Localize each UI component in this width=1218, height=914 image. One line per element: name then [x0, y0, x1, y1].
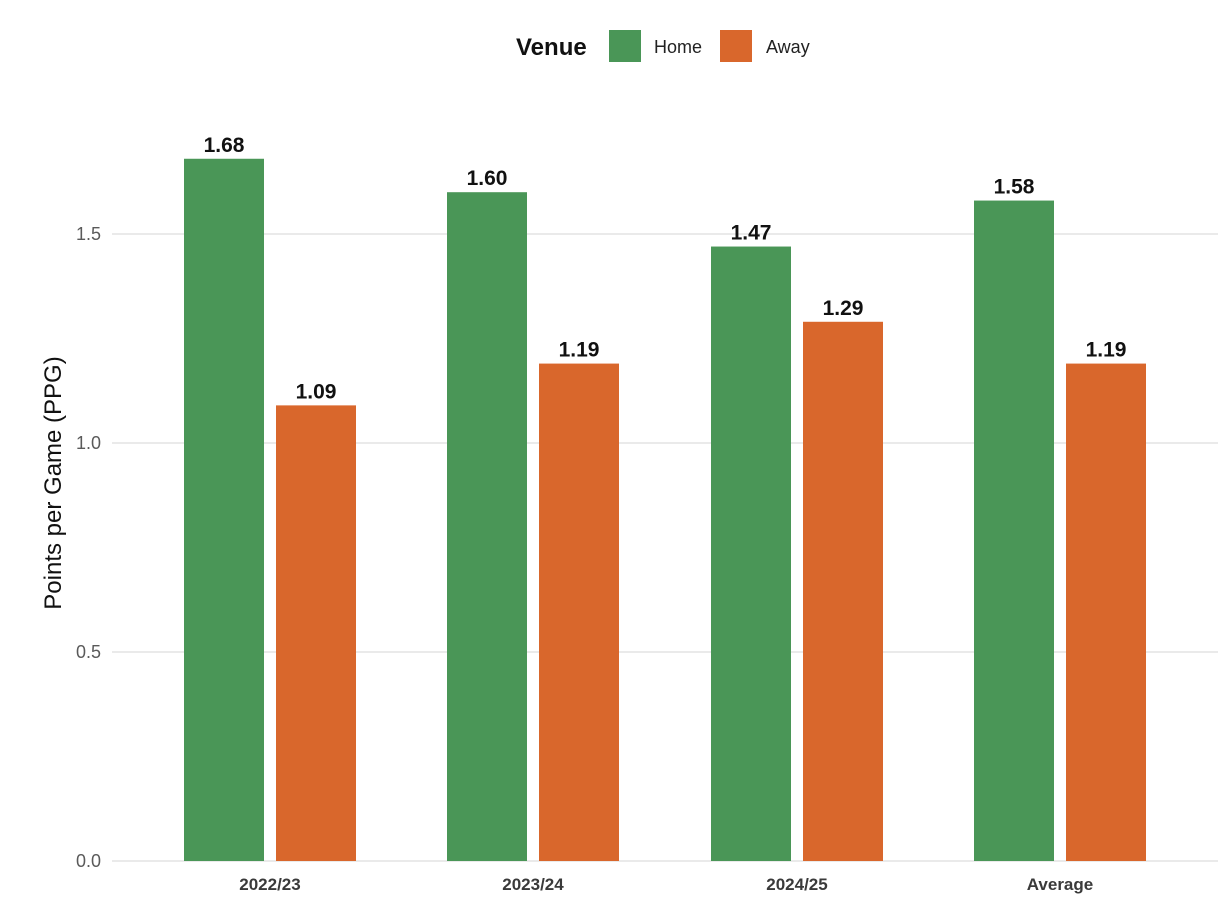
- x-axis-ticks: 2022/23 2023/24 2024/25 Average: [239, 875, 1093, 894]
- x-tick-label: 2023/24: [502, 875, 564, 894]
- value-label-away-0: 1.09: [296, 380, 337, 403]
- bar-home-1: [447, 192, 527, 861]
- bar-home-2: [711, 246, 791, 862]
- y-tick-label: 0.5: [76, 642, 101, 662]
- legend-title: Venue: [516, 34, 587, 61]
- value-label-home-3: 1.58: [994, 176, 1035, 199]
- y-axis-title: Points per Game (PPG): [40, 356, 67, 609]
- bar-away-2: [803, 321, 883, 861]
- y-tick-label: 0.0: [76, 851, 101, 871]
- bar-away-3: [1066, 363, 1146, 861]
- legend-label-away: Away: [766, 37, 810, 57]
- bar-away-1: [539, 363, 619, 861]
- legend-label-home: Home: [654, 37, 702, 57]
- value-label-away-3: 1.19: [1086, 339, 1127, 362]
- x-tick-label: 2024/25: [766, 875, 827, 894]
- bar-away-0: [276, 405, 356, 861]
- value-label-home-2: 1.47: [731, 222, 772, 245]
- legend: Venue Home Away: [516, 30, 810, 62]
- legend-swatch-home: [609, 30, 641, 62]
- y-tick-label: 1.5: [76, 224, 101, 244]
- value-labels: 1.68 1.60 1.47 1.58 1.09 1.19 1.29 1.19: [204, 134, 1127, 404]
- value-label-home-0: 1.68: [204, 134, 245, 157]
- x-tick-label: Average: [1027, 875, 1093, 894]
- value-label-home-1: 1.60: [467, 167, 508, 190]
- value-label-away-2: 1.29: [823, 297, 864, 320]
- bar-home-0: [184, 158, 264, 861]
- bar-home-3: [974, 200, 1054, 861]
- x-tick-label: 2022/23: [239, 875, 300, 894]
- bars: [184, 158, 1146, 862]
- legend-swatch-away: [720, 30, 752, 62]
- y-tick-label: 1.0: [76, 433, 101, 453]
- y-axis-ticks: 0.0 0.5 1.0 1.5: [76, 224, 101, 871]
- value-label-away-1: 1.19: [559, 339, 600, 362]
